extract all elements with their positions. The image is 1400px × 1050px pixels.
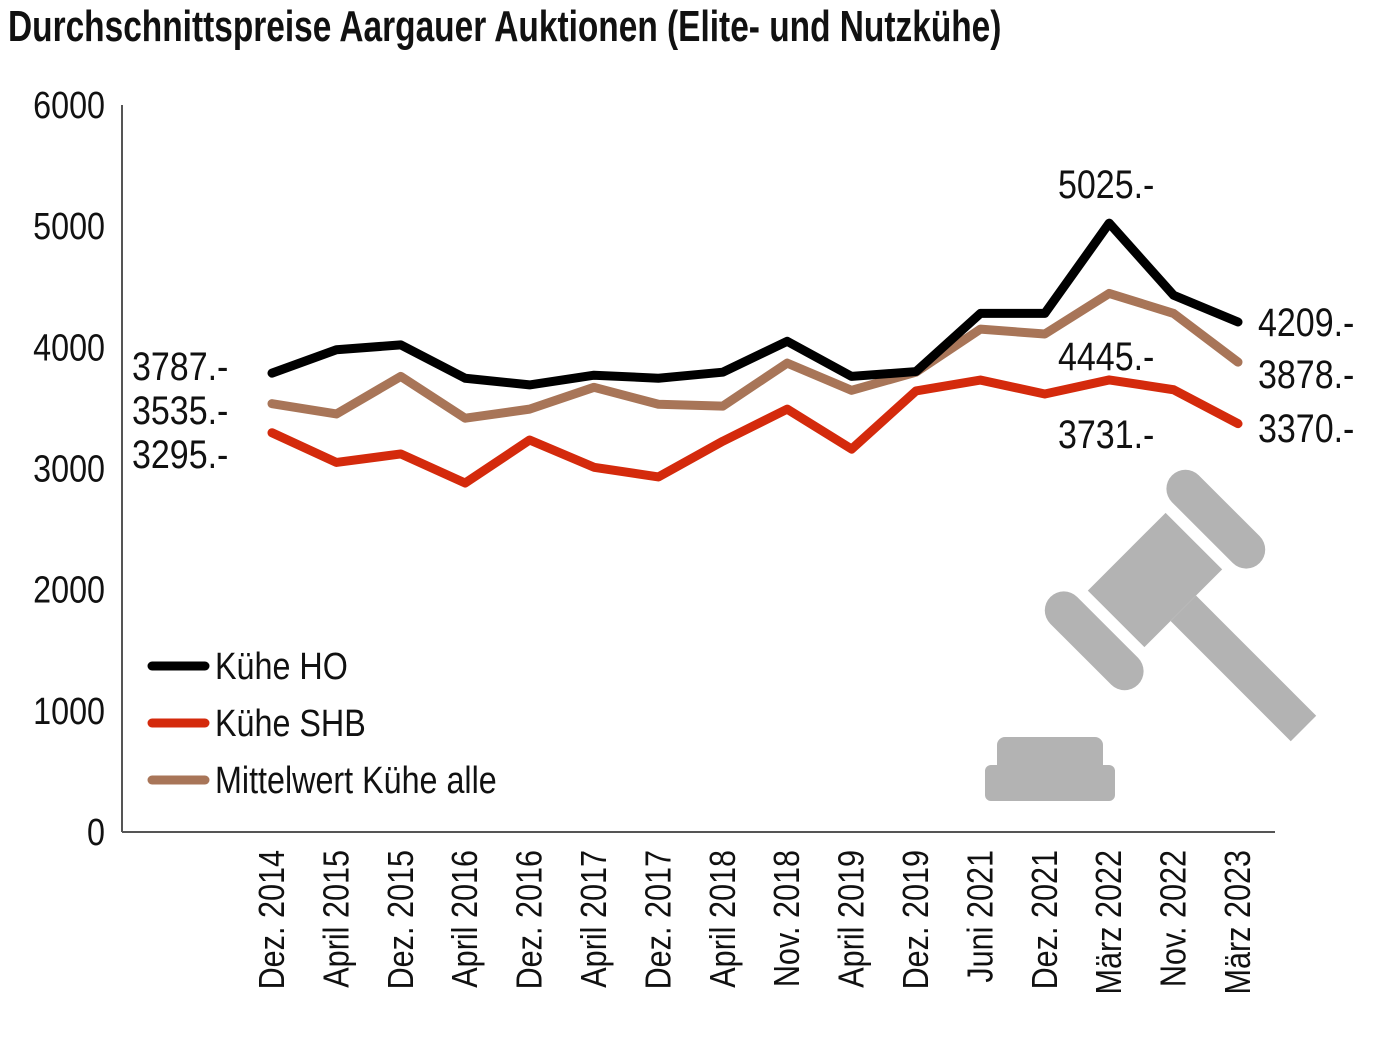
data-label: 4209.- <box>1258 299 1354 344</box>
data-point <box>979 328 982 331</box>
x-tick-label: April 2015 <box>317 850 357 988</box>
legend-label: Mittelwert Kühe alle <box>215 760 497 802</box>
x-tick-label: April 2016 <box>446 850 486 988</box>
data-point <box>271 372 273 375</box>
y-tick-label: 1000 <box>33 690 105 732</box>
legend-label: Kühe HO <box>215 646 348 688</box>
x-tick-label: April 2017 <box>575 850 615 988</box>
data-label: 3370.- <box>1258 405 1354 450</box>
data-point <box>335 412 338 415</box>
data-point <box>850 389 853 392</box>
data-point <box>1237 422 1239 425</box>
data-point <box>1172 294 1175 297</box>
data-point <box>464 417 467 420</box>
data-point <box>850 375 853 378</box>
chart-title: Durchschnittspreise Aargauer Auktionen (… <box>8 2 1002 51</box>
data-point <box>786 362 789 365</box>
data-label: 3535.- <box>132 387 228 432</box>
data-point <box>979 312 982 315</box>
x-tick-label: Nov. 2018 <box>768 850 808 987</box>
y-tick-label: 2000 <box>33 569 105 611</box>
x-tick-label: Dez. 2015 <box>382 850 422 989</box>
x-tick-label: Dez. 2016 <box>510 850 550 989</box>
data-label: 3731.- <box>1058 411 1154 456</box>
data-point <box>979 379 982 382</box>
data-point <box>335 461 338 464</box>
data-point <box>271 431 273 434</box>
x-tick-label: Dez. 2019 <box>897 850 937 989</box>
data-point <box>1108 292 1111 295</box>
legend-label: Kühe SHB <box>215 703 366 745</box>
data-point <box>915 370 917 373</box>
y-tick-label: 0 <box>87 812 105 854</box>
data-point <box>915 389 917 392</box>
data-point <box>1043 312 1046 315</box>
data-point <box>528 383 531 386</box>
y-tick-label: 5000 <box>33 206 105 248</box>
data-label: 3295.- <box>132 431 228 476</box>
data-point <box>399 375 402 378</box>
x-tick-label: Dez. 2014 <box>253 850 293 989</box>
data-point <box>528 439 531 442</box>
data-point <box>1108 378 1111 381</box>
data-point <box>1172 312 1175 315</box>
data-point <box>850 448 853 451</box>
data-point <box>721 405 724 408</box>
data-point <box>657 475 660 478</box>
x-tick-label: Dez. 2021 <box>1026 850 1066 989</box>
data-point <box>593 374 595 377</box>
data-point <box>657 377 660 380</box>
x-tick-label: April 2019 <box>832 850 872 988</box>
series-line-2 <box>267 288 1243 423</box>
data-point <box>464 377 467 380</box>
data-label: 3878.- <box>1258 351 1354 396</box>
data-point <box>1043 333 1046 336</box>
data-point <box>399 343 402 346</box>
data-point <box>1237 321 1239 324</box>
data-point <box>335 348 338 351</box>
data-point <box>271 402 273 405</box>
data-point <box>721 371 724 374</box>
data-point <box>721 440 724 443</box>
x-tick-label: April 2018 <box>704 850 744 988</box>
data-point <box>786 340 789 343</box>
data-point <box>1108 222 1111 225</box>
data-point <box>528 408 531 411</box>
data-point <box>1237 361 1239 364</box>
data-label: 5025.- <box>1058 161 1154 206</box>
x-tick-label: März 2022 <box>1090 850 1130 994</box>
data-point <box>786 408 789 411</box>
gavel-icon <box>985 469 1317 801</box>
y-tick-label: 3000 <box>33 448 105 490</box>
data-point <box>399 452 402 455</box>
data-label: 4445.- <box>1058 333 1154 378</box>
series-line-0 <box>267 218 1243 390</box>
y-tick-label: 4000 <box>33 327 105 369</box>
y-tick-label: 6000 <box>33 85 105 127</box>
data-point <box>1043 392 1046 395</box>
x-tick-label: März 2023 <box>1219 850 1259 994</box>
x-tick-label: Nov. 2022 <box>1154 850 1194 987</box>
data-point <box>593 386 595 389</box>
x-tick-label: Juni 2021 <box>961 850 1001 983</box>
data-point <box>464 482 467 485</box>
data-point <box>593 466 595 469</box>
x-tick-label: Dez. 2017 <box>639 850 679 989</box>
data-point <box>1172 388 1175 391</box>
data-label: 3787.- <box>132 343 228 388</box>
series-line-1 <box>267 375 1243 488</box>
data-point <box>657 403 660 406</box>
